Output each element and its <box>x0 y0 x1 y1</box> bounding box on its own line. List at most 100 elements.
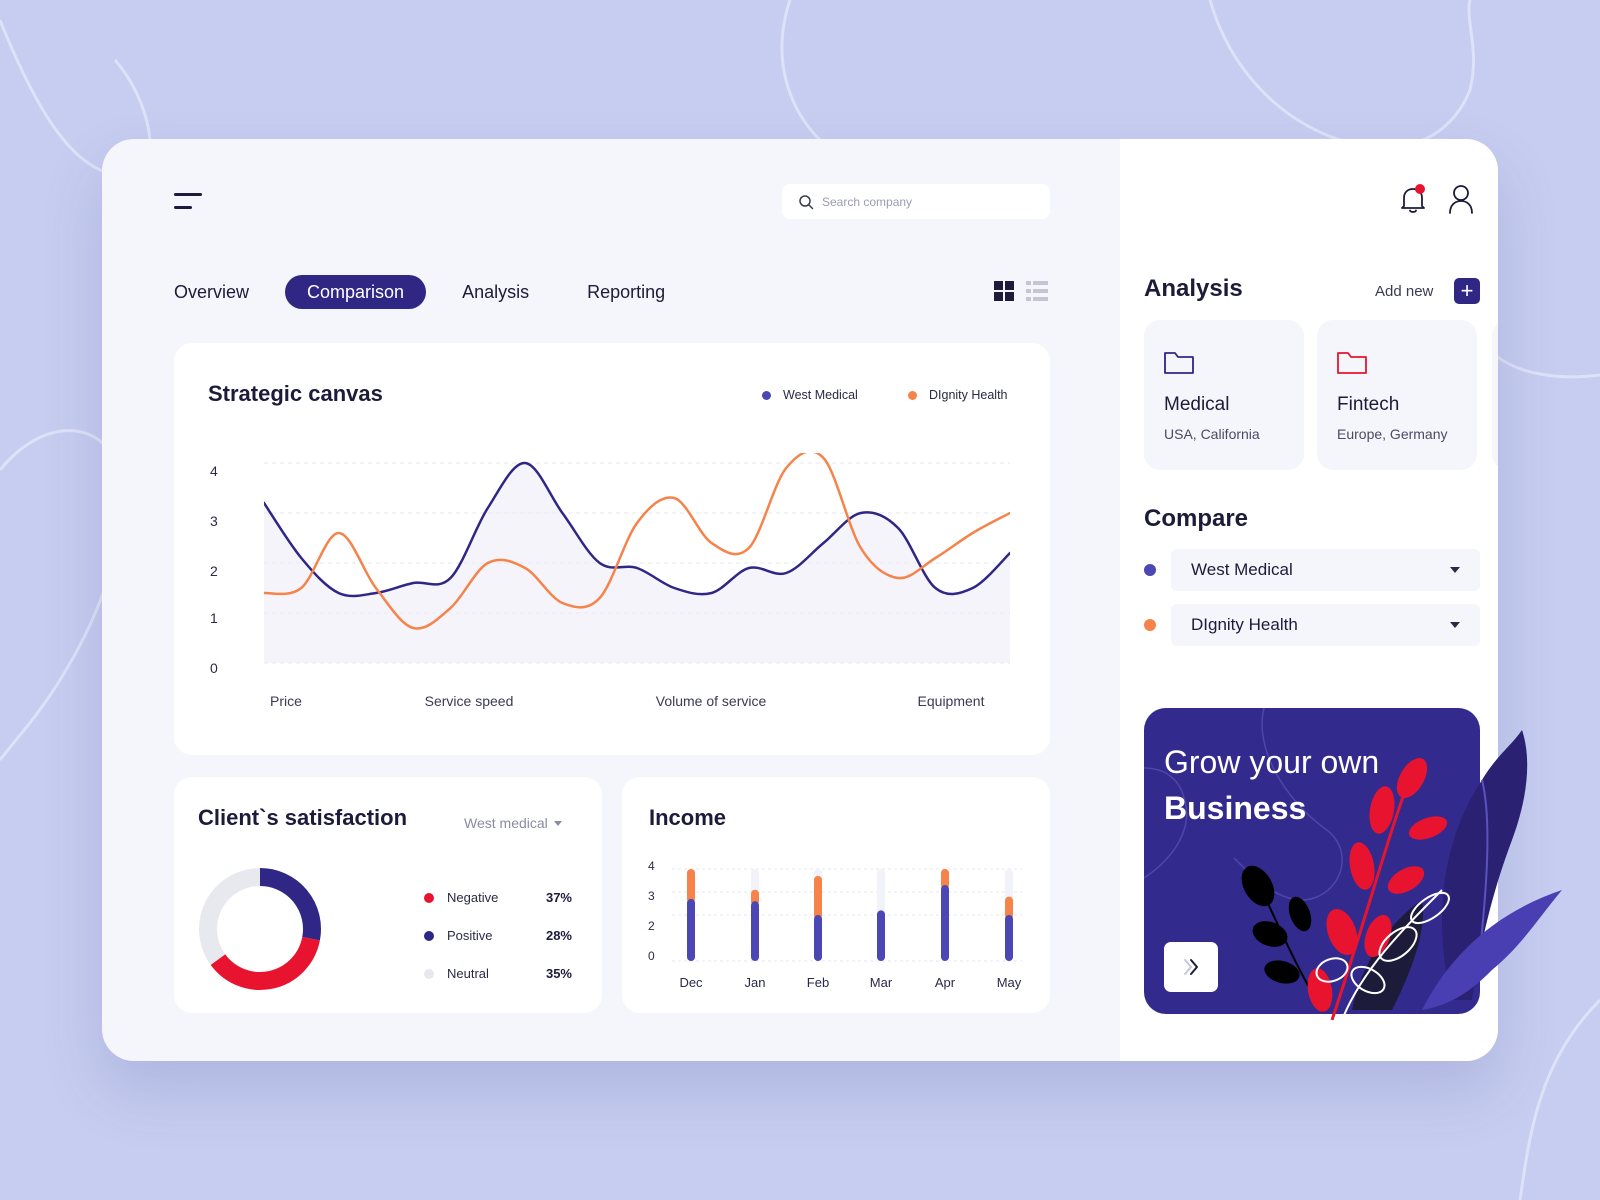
tab-overview[interactable]: Overview <box>174 282 250 302</box>
bell-icon[interactable] <box>1398 183 1428 215</box>
x-label: Dec <box>679 975 703 990</box>
client-satisfaction-title: Client`s satisfaction <box>198 805 408 830</box>
tab-comparison[interactable]: Comparison <box>285 275 427 309</box>
tab-reporting[interactable]: Reporting <box>587 282 666 302</box>
satisfaction-value: 37% <box>545 890 572 905</box>
search-icon <box>799 194 814 209</box>
y-tick: 4 <box>648 859 655 873</box>
legend-west-medical: West Medical <box>762 388 858 402</box>
chevron-down-icon <box>1450 567 1460 573</box>
compare-dot-west-medical <box>1144 564 1156 576</box>
bar-segment-blue <box>941 885 949 961</box>
list-view-icon[interactable] <box>1026 281 1048 301</box>
menu-icon[interactable] <box>174 191 202 211</box>
satisfaction-label: Neutral <box>447 966 489 981</box>
strategic-canvas-title: Strategic canvas <box>208 381 383 406</box>
satisfaction-row-negative: Negative 37% <box>424 890 572 905</box>
x-label: Service speed <box>424 693 514 709</box>
right-panel: Analysis Add new + Medical USA, Californ… <box>1120 139 1498 1061</box>
donut-slice-neutral <box>199 868 261 965</box>
income-title: Income <box>649 805 727 830</box>
satisfaction-row-neutral: Neutral 35% <box>424 966 572 981</box>
satisfaction-row-positive: Positive 28% <box>424 928 572 943</box>
legend-dignity-health: DIgnity Health <box>908 388 1008 402</box>
promo-banner: Grow your own Business <box>1144 708 1480 1014</box>
compare-select-2[interactable]: DIgnity Health <box>1171 604 1480 646</box>
x-label: Equipment <box>917 693 985 709</box>
legend-label: DIgnity Health <box>929 388 1008 402</box>
client-satisfaction-card: Client`s satisfaction West medical Negat… <box>174 777 602 1013</box>
y-tick: 0 <box>210 660 218 676</box>
y-tick: 3 <box>648 889 655 903</box>
nav-tabs: Overview Comparison Analysis Reporting <box>174 274 665 310</box>
bar-segment-orange <box>941 869 949 890</box>
y-tick: 3 <box>210 513 218 529</box>
analysis-card-location: USA, California <box>1164 426 1260 442</box>
series-line <box>264 453 1010 630</box>
analysis-card-name: Medical <box>1164 394 1230 415</box>
series-line <box>264 461 1010 598</box>
legend-label: West Medical <box>783 388 858 402</box>
strategic-canvas-card: Strategic canvas West Medical DIgnity He… <box>174 343 1050 755</box>
x-label: Jan <box>744 975 766 990</box>
bar-segment-blue <box>687 898 695 961</box>
neutral-dot <box>424 968 434 979</box>
grid-view-icon[interactable] <box>994 281 1014 301</box>
company-filter-dropdown[interactable]: West medical <box>464 815 562 831</box>
x-label: May <box>996 975 1022 990</box>
y-tick: 2 <box>210 563 218 579</box>
satisfaction-donut-chart <box>199 868 321 990</box>
x-label: Feb <box>806 975 830 990</box>
add-new-button[interactable]: + <box>1454 278 1480 304</box>
tab-analysis[interactable]: Analysis <box>462 282 530 302</box>
promo-heading: Grow your own <box>1164 744 1380 780</box>
satisfaction-value: 28% <box>545 928 572 943</box>
analysis-card-medical[interactable]: Medical USA, California <box>1144 320 1304 470</box>
bar-segment-blue <box>751 901 759 961</box>
compare-select-1[interactable]: West Medical <box>1171 549 1480 591</box>
search-bar[interactable] <box>782 184 1050 219</box>
x-label: Apr <box>934 975 956 990</box>
folder-icon <box>1337 352 1367 374</box>
legend-dot <box>762 390 771 400</box>
bar-segment-orange <box>687 869 695 903</box>
company-filter-value: West medical <box>464 815 548 831</box>
search-input[interactable] <box>822 194 1032 209</box>
user-profile-icon[interactable] <box>1446 183 1476 215</box>
compare-select-value: DIgnity Health <box>1191 615 1298 634</box>
y-tick: 2 <box>648 919 655 933</box>
bar-segment-orange <box>751 889 759 906</box>
satisfaction-label: Negative <box>447 890 499 905</box>
compare-title: Compare <box>1144 505 1249 532</box>
negative-dot <box>424 892 434 903</box>
add-new-link[interactable]: Add new <box>1375 283 1434 300</box>
compare-dot-dignity-health <box>1144 619 1156 631</box>
income-card: Income 4 3 2 0 Dec Jan Feb Mar Apr May <box>622 777 1050 1013</box>
folder-icon <box>1164 352 1194 374</box>
bar-segment-blue <box>814 915 822 961</box>
promo-next-button[interactable] <box>1164 942 1218 992</box>
satisfaction-label: Positive <box>447 928 493 943</box>
double-chevron-right-icon <box>1184 959 1198 975</box>
x-label: Volume of service <box>655 693 767 709</box>
analysis-card-fintech[interactable]: Fintech Europe, Germany <box>1317 320 1477 470</box>
donut-slice-negative <box>210 936 320 990</box>
satisfaction-value: 35% <box>545 966 572 981</box>
x-label: Mar <box>869 975 893 990</box>
analysis-card-next[interactable] <box>1492 320 1498 470</box>
income-bar-chart <box>672 868 1022 962</box>
series-area <box>264 462 1010 663</box>
dashboard-window: Overview Comparison Analysis Reporting S… <box>102 139 1498 1061</box>
x-label: Price <box>270 693 302 709</box>
y-tick: 0 <box>648 949 655 963</box>
promo-heading-bold: Business <box>1164 790 1307 826</box>
analysis-card-name: Fintech <box>1337 394 1400 415</box>
y-tick: 4 <box>210 463 218 479</box>
y-tick: 1 <box>210 610 218 626</box>
bar-segment-blue <box>1005 915 1013 961</box>
legend-dot <box>908 390 917 400</box>
chevron-down-icon <box>1450 622 1460 628</box>
bar-segment-orange <box>814 875 822 919</box>
compare-select-value: West Medical <box>1191 560 1293 579</box>
analysis-title: Analysis <box>1144 275 1243 302</box>
